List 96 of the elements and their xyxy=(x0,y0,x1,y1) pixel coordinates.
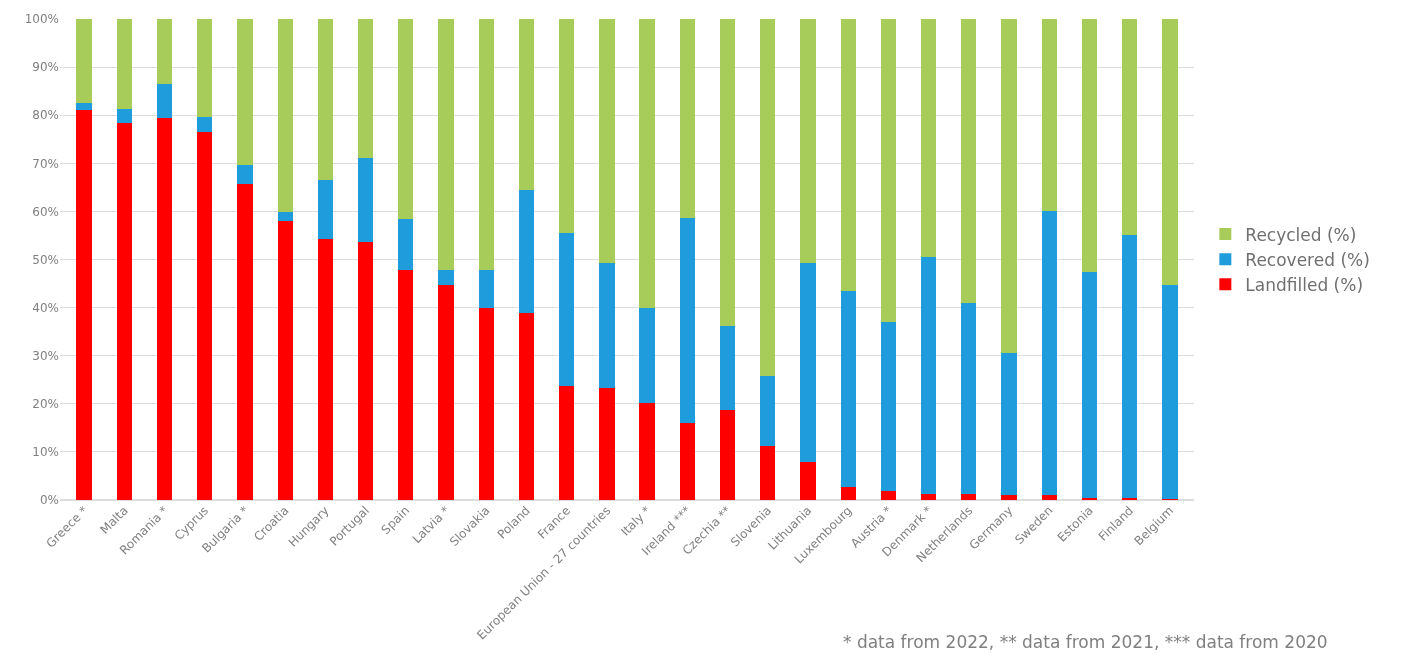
bar xyxy=(478,19,494,271)
bar xyxy=(438,285,454,500)
bar xyxy=(237,19,253,165)
bar xyxy=(920,19,937,257)
bar xyxy=(317,239,334,500)
bar xyxy=(800,262,816,463)
bar xyxy=(1122,19,1138,236)
bar xyxy=(679,422,695,500)
bar xyxy=(398,19,414,219)
bar xyxy=(317,19,334,180)
bar xyxy=(478,307,494,500)
bar xyxy=(197,116,213,133)
y-tick-label: 10% xyxy=(32,445,59,460)
bar xyxy=(116,123,132,500)
bar xyxy=(961,493,977,500)
legend-label: Recovered (%) xyxy=(1245,249,1370,270)
bar xyxy=(961,19,977,303)
bar xyxy=(1122,235,1138,499)
bar xyxy=(317,179,334,240)
bar xyxy=(438,270,454,286)
bar xyxy=(679,217,695,423)
bar xyxy=(760,19,776,376)
bar xyxy=(116,108,132,124)
bar xyxy=(156,117,173,500)
bar xyxy=(599,262,615,389)
bar xyxy=(116,19,132,109)
bar xyxy=(237,164,253,184)
bar xyxy=(76,110,92,500)
bar xyxy=(277,221,293,500)
bar xyxy=(76,19,92,103)
bar xyxy=(1001,352,1017,496)
bar xyxy=(599,19,615,263)
bar xyxy=(840,290,856,488)
y-tick-label: 90% xyxy=(32,60,59,75)
bar xyxy=(719,19,736,326)
bar xyxy=(961,302,977,494)
bar xyxy=(679,19,695,218)
bar xyxy=(478,270,494,308)
bar xyxy=(438,19,454,271)
bar xyxy=(76,102,92,111)
bar xyxy=(1001,19,1017,353)
bar xyxy=(840,487,856,500)
bar xyxy=(760,375,776,446)
bar xyxy=(197,19,213,117)
bar xyxy=(599,388,615,500)
bar xyxy=(559,19,575,234)
y-tick-label: 50% xyxy=(32,252,59,267)
y-tick-label: 60% xyxy=(32,204,59,219)
bar xyxy=(237,183,253,500)
bar xyxy=(357,19,374,159)
bar xyxy=(1162,284,1178,500)
y-tick-label: 80% xyxy=(32,108,59,123)
bar xyxy=(719,409,736,500)
y-tick-label: 20% xyxy=(32,397,59,411)
bar xyxy=(156,83,173,118)
y-tick-label: 40% xyxy=(32,300,59,315)
bar xyxy=(197,132,213,500)
legend-label: Landfilled (%) xyxy=(1245,274,1364,295)
bar xyxy=(719,325,736,410)
bar xyxy=(639,403,655,500)
bar xyxy=(1081,271,1098,499)
bar xyxy=(880,19,897,322)
bar xyxy=(800,462,816,500)
bar xyxy=(800,19,816,263)
text: * data from 2022, ** data from 2021, *** data from 2020 xyxy=(843,632,1328,652)
bar xyxy=(1162,19,1178,285)
bar xyxy=(277,19,293,213)
bar xyxy=(357,242,374,500)
bar xyxy=(156,19,173,84)
bar xyxy=(559,385,575,500)
bar xyxy=(639,307,655,404)
bar xyxy=(920,493,937,500)
bar xyxy=(559,233,575,386)
bar xyxy=(880,490,897,500)
bar xyxy=(840,19,856,291)
bar xyxy=(518,313,535,500)
y-tick-label: 100% xyxy=(24,12,59,27)
bar xyxy=(357,158,374,243)
legend-label: Recycled (%) xyxy=(1245,224,1357,245)
bar xyxy=(1041,19,1057,211)
bar xyxy=(518,189,535,314)
bar xyxy=(760,445,776,500)
bar xyxy=(639,19,655,308)
bar xyxy=(1081,19,1098,272)
bar xyxy=(398,218,414,271)
bar xyxy=(398,270,414,500)
bar xyxy=(518,19,535,190)
y-tick-label: 70% xyxy=(32,156,59,171)
bar xyxy=(920,256,937,494)
y-tick-label: 30% xyxy=(32,348,59,363)
bar xyxy=(277,212,293,222)
bar xyxy=(880,321,897,491)
bar xyxy=(1001,495,1017,500)
bar xyxy=(1041,495,1057,500)
y-tick-label: 0% xyxy=(39,493,59,508)
bar xyxy=(1041,210,1057,496)
